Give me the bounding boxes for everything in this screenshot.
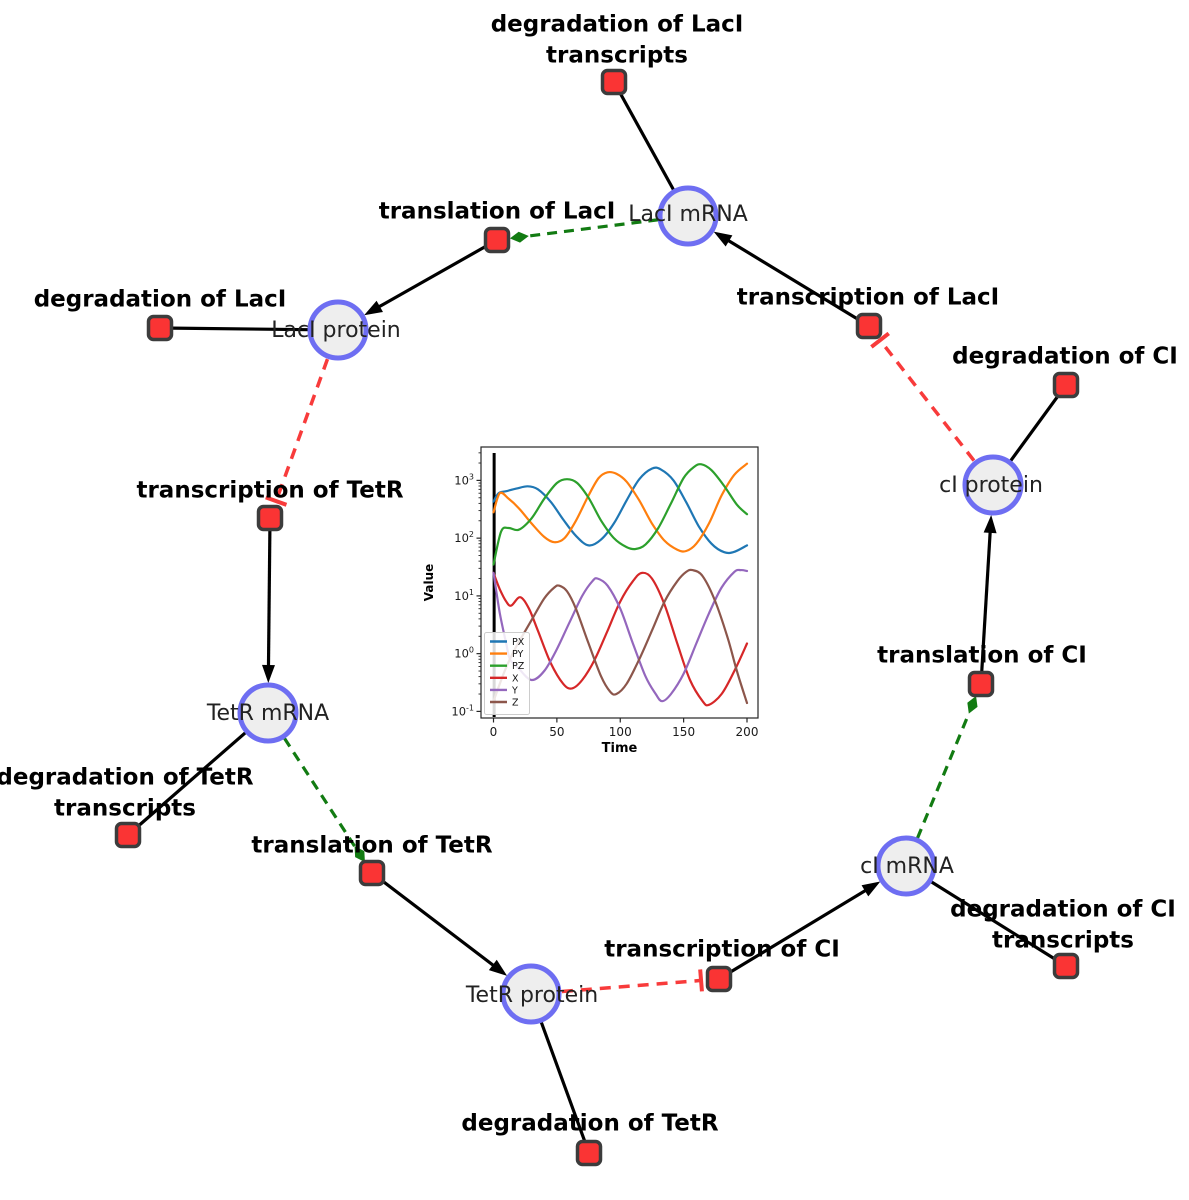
svg-text:150: 150: [672, 725, 695, 739]
legend-entry-PX: PX: [512, 637, 525, 648]
svg-text:0: 0: [490, 725, 498, 739]
svg-text:10-1: 10-1: [451, 703, 474, 718]
edge-consumption-ci_mrna-deg_ci_tx: [929, 880, 1057, 961]
edge-consumption-laci_protein-deg_laci: [171, 326, 310, 332]
edges-layer: [135, 91, 1061, 1143]
edge-inhibition-laci_protein-txn_tetr: [265, 358, 330, 507]
chart-ticks: 0 50 100 150 200 10-1 100 101 102 103: [451, 452, 759, 739]
edge-consumption-ci_protein-deg_ci: [1008, 393, 1061, 463]
edge-inhibition-ci_protein-txn_laci: [870, 331, 976, 462]
reaction-node-tln_tetr[interactable]: [358, 859, 386, 887]
chart-series-PZ: [492, 463, 749, 566]
species-node-tetr_protein[interactable]: [500, 963, 562, 1025]
legend-entry-Z: Z: [512, 698, 519, 709]
reaction-node-txn_laci[interactable]: [855, 312, 883, 340]
edge-consumption-tetr_protein-deg_tetr: [539, 1020, 587, 1143]
svg-text:102: 102: [454, 530, 474, 545]
species-node-ci_mrna[interactable]: [875, 835, 937, 897]
chart-axes-box: [480, 446, 759, 719]
species-node-laci_mrna[interactable]: [657, 185, 719, 247]
svg-text:50: 50: [549, 725, 564, 739]
edge-consumption-laci_mrna-deg_laci_tx: [618, 91, 676, 192]
reaction-node-tln_laci[interactable]: [483, 226, 511, 254]
species-node-tetr_mrna[interactable]: [237, 682, 299, 744]
legend-entry-PZ: PZ: [512, 661, 525, 672]
chart-ylabel: Value: [422, 564, 436, 602]
reaction-node-deg_tetr[interactable]: [575, 1139, 603, 1167]
edge-production-tln_laci-laci_protein: [364, 244, 488, 316]
chart-xlabel: Time: [602, 741, 638, 756]
nodes-layer: [114, 68, 1080, 1167]
edge-template-tetr_mrna-tln_tetr: [283, 737, 365, 863]
reaction-node-deg_ci[interactable]: [1052, 371, 1080, 399]
reaction-node-tln_ci[interactable]: [967, 670, 995, 698]
chart-series-PX: [492, 466, 749, 555]
edge-production-tln_tetr-tetr_protein: [380, 878, 508, 976]
edge-production-txn_laci-laci_mrna: [713, 231, 860, 322]
edge-production-txn_ci-ci_mrna: [728, 881, 881, 975]
legend-entry-Y: Y: [511, 685, 518, 696]
species-node-ci_protein[interactable]: [962, 454, 1024, 516]
chart-series-PY: [492, 462, 749, 553]
edge-template-laci_mrna-tln_laci: [509, 218, 659, 243]
edge-inhibition-tetr_protein-txn_ci: [561, 969, 704, 994]
reaction-node-deg_ci_tx[interactable]: [1052, 952, 1080, 980]
edge-production-tln_ci-ci_protein: [980, 514, 997, 673]
reaction-node-txn_ci[interactable]: [705, 965, 733, 993]
chart-series-Z: [492, 568, 749, 705]
chart-series-X: [492, 571, 749, 707]
reaction-node-deg_laci[interactable]: [146, 314, 174, 342]
edge-template-ci_mrna-tln_ci: [915, 696, 978, 839]
legend-entry-X: X: [512, 673, 519, 684]
svg-text:100: 100: [454, 646, 474, 661]
species-node-laci_protein[interactable]: [307, 299, 369, 361]
embedded-timeseries-plot: 0 50 100 150 20010-1100101102103TimeValuePXP…: [422, 446, 759, 756]
edge-consumption-tetr_mrna-deg_tetr_tx: [135, 730, 248, 829]
svg-text:200: 200: [736, 725, 759, 739]
legend-entry-PY: PY: [512, 649, 524, 660]
edge-production-txn_tetr-tetr_mrna: [261, 529, 275, 684]
svg-text:101: 101: [454, 588, 474, 603]
reaction-node-deg_laci_tx[interactable]: [600, 68, 628, 96]
reaction-node-deg_tetr_tx[interactable]: [114, 821, 142, 849]
chart-curves: [492, 462, 749, 707]
reaction-node-txn_tetr[interactable]: [256, 504, 284, 532]
svg-text:103: 103: [454, 472, 474, 487]
svg-text:100: 100: [609, 725, 632, 739]
